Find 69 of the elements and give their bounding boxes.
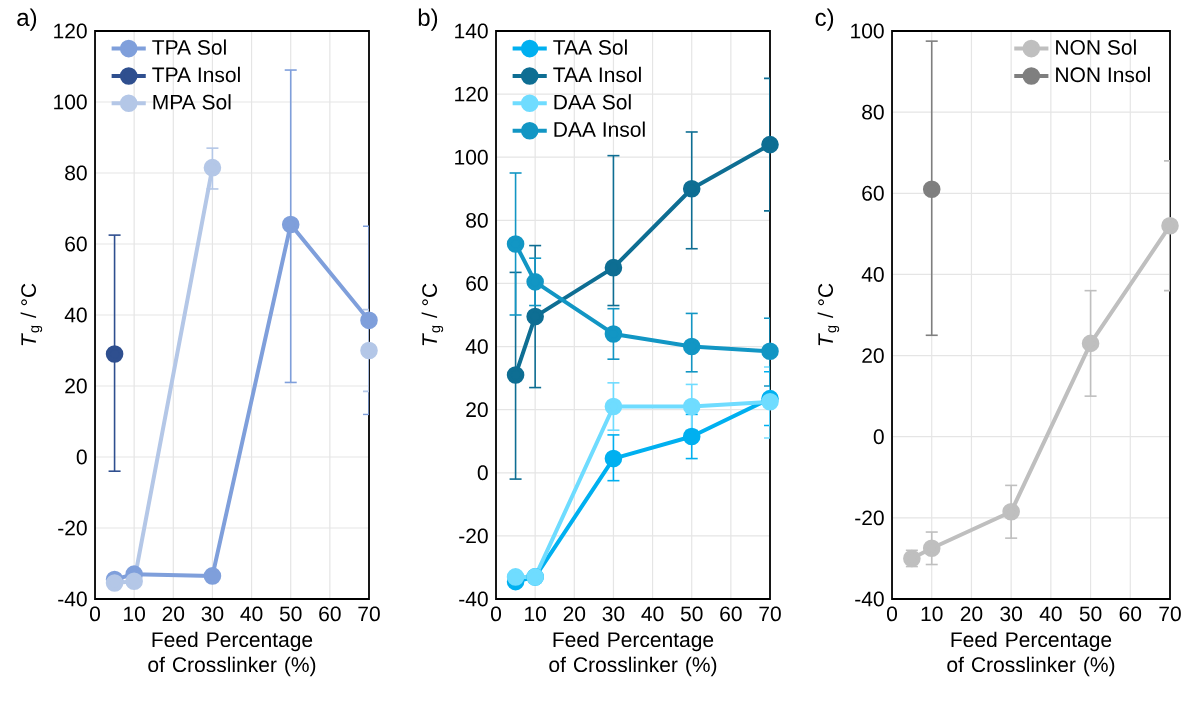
y-tick-label: 0 — [477, 465, 488, 481]
y-tick-label: 40 — [465, 339, 488, 354]
x-tick-label: 60 — [1119, 606, 1142, 622]
x-tick-label: 0 — [886, 606, 898, 622]
legend-label: TAA Insol — [553, 66, 641, 83]
y-tick-label: 20 — [466, 402, 488, 418]
y-tick-label: 140 — [455, 23, 488, 39]
x-tick-label: 10 — [124, 606, 145, 622]
x-axis-title: Feed Percentage of Crosslinker (%) — [148, 631, 316, 677]
y-tick-label: 60 — [862, 185, 884, 201]
x-tick-label: 40 — [641, 606, 664, 622]
y-tick-label: -40 — [58, 591, 87, 607]
chart-title: b) — [418, 8, 438, 31]
chart-title: a) — [17, 8, 37, 31]
legend-label: TPA Insol — [152, 66, 240, 83]
legend-label: DAA Sol — [554, 94, 631, 110]
x-tick-label: 70 — [358, 606, 380, 622]
y-tick-label: 80 — [65, 165, 87, 181]
y-tick-label: -20 — [58, 520, 87, 536]
x-tick-label: 40 — [240, 606, 263, 622]
y-tick-label: -20 — [459, 528, 488, 544]
x-tick-label: 0 — [490, 606, 502, 622]
x-tick-label: 0 — [89, 606, 101, 622]
y-tick-label: -40 — [855, 591, 884, 607]
legend-label: NON Insol — [1056, 66, 1150, 83]
x-tick-label: 60 — [720, 606, 742, 622]
y-tick-label: 100 — [851, 23, 884, 39]
x-tick-label: 20 — [960, 606, 983, 622]
y-tick-label: 40 — [64, 307, 87, 323]
y-tick-label: 80 — [862, 104, 884, 120]
y-tick-label: 40 — [861, 267, 884, 282]
x-tick-label: 70 — [759, 606, 781, 622]
y-tick-label: 20 — [65, 378, 87, 394]
y-tick-label: 20 — [862, 348, 884, 364]
y-axis-title: T$_{g}$ / °C — [421, 283, 444, 346]
x-tick-label: 30 — [1000, 606, 1022, 622]
x-axis-title: Feed Percentage of Crosslinker (%) — [947, 631, 1115, 677]
legend-label: MPA Sol — [153, 94, 231, 110]
x-tick-label: 20 — [563, 606, 586, 622]
y-tick-label: -20 — [855, 510, 884, 526]
x-tick-label: 10 — [525, 606, 546, 622]
y-axis-title: T$_{g}$ / °C — [20, 283, 43, 346]
y-tick-label: -40 — [459, 591, 488, 607]
chart-title: c) — [815, 8, 834, 31]
legend-label: NON Sol — [1056, 39, 1136, 55]
legend-label: TPA Sol — [152, 39, 226, 55]
y-tick-label: 100 — [54, 94, 87, 110]
x-axis-title: Feed Percentage of Crosslinker (%) — [549, 631, 717, 677]
y-axis-title: T$_{g}$ / °C — [817, 283, 840, 346]
x-tick-label: 30 — [602, 606, 625, 622]
y-tick-label: 0 — [76, 449, 87, 465]
y-tick-label: 120 — [455, 86, 488, 102]
y-tick-label: 100 — [455, 149, 488, 165]
x-tick-label: 70 — [1159, 606, 1181, 622]
x-tick-label: 50 — [680, 606, 703, 622]
y-tick-label: 60 — [466, 276, 488, 291]
y-tick-label: 80 — [466, 212, 488, 228]
x-tick-label: 30 — [201, 606, 224, 622]
legend-label: DAA Insol — [554, 121, 645, 137]
x-tick-label: 10 — [921, 606, 943, 622]
x-tick-label: 60 — [319, 606, 341, 622]
y-tick-label: 0 — [873, 429, 884, 445]
x-tick-label: 20 — [162, 606, 185, 622]
y-tick-label: 120 — [54, 23, 87, 39]
x-tick-label: 50 — [279, 606, 302, 622]
x-tick-label: 40 — [1039, 606, 1062, 622]
legend-label: TAA Sol — [553, 39, 627, 55]
y-tick-label: 60 — [65, 236, 87, 252]
x-tick-label: 50 — [1079, 606, 1102, 622]
